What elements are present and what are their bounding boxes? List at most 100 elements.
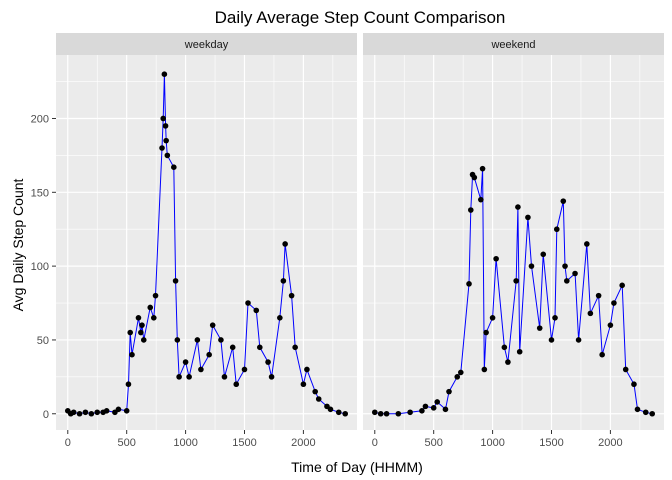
data-point (138, 329, 144, 336)
data-point (595, 292, 602, 299)
data-point (525, 214, 531, 221)
data-point (182, 359, 189, 365)
data-point (513, 278, 519, 284)
facet-weekend: weekend 0 500 1000 1500 2000 (363, 33, 664, 449)
strip-background (363, 33, 664, 55)
series-line (374, 168, 653, 415)
x-tick-label: 0 (372, 437, 378, 449)
data-point (288, 292, 295, 299)
data-point (634, 406, 641, 413)
data-point (562, 263, 568, 269)
data-point (233, 381, 240, 388)
data-point (163, 137, 169, 144)
data-point (407, 409, 413, 416)
data-point (88, 410, 95, 417)
data-point (560, 198, 567, 204)
data-point (584, 241, 590, 247)
data-point (454, 374, 461, 380)
y-tick-label: 200 (31, 113, 49, 125)
data-point (241, 366, 248, 373)
data-point (489, 314, 496, 321)
data-point (619, 282, 625, 289)
data-point (152, 292, 159, 299)
data-point (147, 304, 154, 311)
strip-label: weekend (490, 39, 535, 51)
data-point (282, 241, 288, 247)
y-axis-title: Avg Daily Step Count (10, 178, 26, 311)
x-tick-label: 500 (118, 437, 136, 449)
y-tick-label: 150 (31, 187, 49, 199)
data-point (528, 263, 535, 269)
strip-background (56, 33, 357, 55)
data-point (161, 71, 168, 77)
data-point (327, 406, 334, 413)
data-point (575, 337, 582, 343)
x-tick-label: 0 (65, 437, 71, 449)
data-point (176, 374, 182, 380)
data-point (466, 281, 472, 287)
data-point (611, 300, 617, 306)
data-point (315, 396, 322, 402)
data-point (194, 337, 201, 343)
chart-title: Daily Average Step Count Comparison (215, 8, 506, 27)
data-point (540, 251, 547, 258)
data-point (377, 410, 384, 417)
x-tick-label: 1500 (539, 437, 563, 449)
data-point (162, 123, 169, 129)
data-point (280, 278, 287, 284)
data-point (501, 344, 508, 351)
data-point (548, 337, 555, 343)
data-point (342, 410, 349, 417)
data-point (139, 322, 145, 328)
data-point (268, 374, 275, 380)
data-point (160, 115, 167, 122)
data-point (434, 399, 441, 405)
data-point (125, 381, 132, 388)
x-tick-label: 1000 (480, 437, 504, 449)
x-tick-label: 1000 (173, 437, 197, 449)
data-point (457, 369, 464, 376)
data-point (383, 410, 390, 417)
data-point (395, 410, 402, 417)
data-point (446, 388, 452, 395)
data-point (150, 314, 157, 321)
data-point (467, 207, 474, 213)
data-point (478, 196, 484, 203)
data-point (622, 366, 629, 373)
data-point (335, 409, 342, 416)
data-point (419, 408, 425, 414)
data-point (505, 359, 511, 365)
data-point (631, 381, 637, 388)
data-point (553, 226, 560, 233)
data-point (245, 300, 251, 306)
data-point (164, 152, 171, 159)
x-tick-label: 1500 (232, 437, 256, 449)
data-point (277, 314, 283, 321)
data-point (292, 344, 298, 351)
data-point (493, 255, 499, 262)
data-point (257, 344, 263, 351)
data-point (135, 314, 142, 321)
data-point (115, 406, 122, 413)
y-tick-label: 0 (43, 409, 49, 421)
data-point (564, 278, 570, 284)
data-point (221, 374, 228, 380)
data-point (587, 310, 594, 317)
data-point (515, 204, 521, 210)
data-point (642, 409, 649, 416)
data-point (516, 348, 523, 355)
panel-background (56, 55, 357, 430)
data-point (159, 145, 165, 151)
data-point (265, 359, 271, 365)
data-point (206, 351, 212, 358)
data-point (483, 329, 489, 336)
x-tick-label: 2000 (598, 437, 622, 449)
data-point (140, 337, 147, 343)
panel-background (363, 55, 664, 430)
y-tick-label: 100 (31, 261, 49, 273)
data-point (552, 314, 558, 321)
data-point (94, 409, 101, 416)
data-point (70, 409, 77, 416)
data-point (536, 325, 543, 331)
